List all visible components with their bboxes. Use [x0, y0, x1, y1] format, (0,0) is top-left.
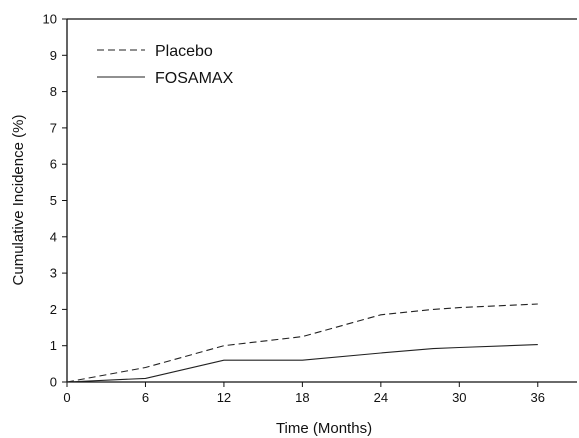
- chart-legend: Placebo FOSAMAX: [97, 43, 234, 87]
- x-axis-title: Time (Months): [276, 420, 372, 437]
- legend-label-fosamax: FOSAMAX: [155, 70, 234, 87]
- y-tick-label: 2: [50, 302, 57, 317]
- y-tick-label: 9: [50, 48, 57, 63]
- x-tick-label: 6: [142, 390, 149, 405]
- y-tick-label: 7: [50, 120, 57, 135]
- y-tick-label: 6: [50, 157, 57, 172]
- series-line-fosamax: [66, 344, 538, 383]
- x-tick-label: 30: [452, 390, 466, 405]
- x-tick-label: 12: [217, 390, 231, 405]
- series-line-placebo: [66, 303, 538, 383]
- x-tick-label: 36: [531, 390, 545, 405]
- y-tick-label: 4: [50, 229, 57, 244]
- y-tick-label: 0: [50, 375, 57, 390]
- chart-axes: [66, 18, 577, 383]
- y-tick-label: 8: [50, 84, 57, 99]
- x-axis-ticks: 0 6 12 18 24 30 36: [63, 382, 545, 405]
- legend-label-placebo: Placebo: [155, 43, 213, 60]
- y-tick-label: 5: [50, 193, 57, 208]
- x-tick-label: 24: [374, 390, 388, 405]
- chart-series: [66, 303, 538, 383]
- x-tick-label: 18: [295, 390, 309, 405]
- x-tick-label: 0: [63, 390, 70, 405]
- y-tick-label: 10: [43, 12, 57, 27]
- y-tick-label: 3: [50, 266, 57, 281]
- y-axis-title: Cumulative Incidence (%): [10, 115, 27, 286]
- y-tick-label: 1: [50, 338, 57, 353]
- y-axis-ticks: 0 1 2 3 4 5 6 7 8 9 10: [43, 12, 67, 390]
